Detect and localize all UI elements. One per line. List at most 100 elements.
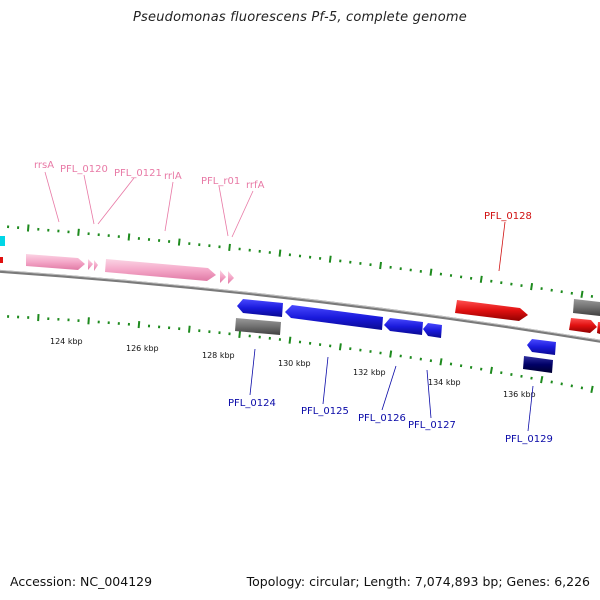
minor-tick: [278, 338, 282, 341]
label-PFL_0126[interactable]: PFL_0126: [358, 413, 406, 424]
minor-tick: [349, 347, 352, 351]
PFL_0127-feature[interactable]: [423, 323, 442, 338]
minor-tick: [57, 229, 60, 233]
minor-tick: [449, 362, 453, 366]
major-tick: [238, 330, 242, 338]
label-PFL_r01[interactable]: PFL_r01: [201, 176, 240, 187]
gray-feature-2[interactable]: [573, 299, 600, 316]
minor-tick: [6, 225, 10, 229]
rrlA-feature[interactable]: [105, 259, 216, 281]
major-tick: [338, 343, 342, 351]
label-PFL_0125[interactable]: PFL_0125: [301, 406, 349, 417]
minor-tick: [117, 322, 120, 325]
tick-label-124: 124 kbp: [50, 337, 83, 346]
major-tick: [127, 233, 131, 241]
label-PFL_0124[interactable]: PFL_0124: [228, 398, 276, 409]
gray-feature-1[interactable]: [235, 318, 281, 335]
label-rrsA[interactable]: rrsA: [34, 160, 54, 171]
tick-label-126: 126 kbp: [126, 344, 159, 353]
major-tick: [379, 261, 383, 270]
minor-tick: [178, 327, 181, 331]
major-tick: [177, 238, 181, 246]
minor-tick: [157, 239, 161, 242]
major-tick: [278, 249, 282, 257]
tick-label-128: 128 kbp: [202, 351, 235, 360]
label-PFL_0121[interactable]: PFL_0121: [114, 168, 162, 179]
minor-tick: [67, 230, 70, 234]
minor-tick: [288, 253, 292, 257]
major-tick: [77, 228, 80, 236]
PFL_0129-feature[interactable]: [527, 339, 556, 355]
rna-features: [26, 254, 234, 284]
PFL_0120-feature[interactable]: [88, 259, 93, 270]
major-tick: [288, 336, 292, 344]
minor-tick: [218, 245, 221, 249]
minor-tick: [137, 237, 141, 240]
label-PFL_0128[interactable]: PFL_0128: [484, 211, 532, 222]
pseudo-features: [235, 299, 600, 335]
minor-tick: [409, 268, 412, 272]
label-PFL_0127[interactable]: PFL_0127: [408, 420, 456, 431]
forward-cds-edge-feature-2[interactable]: [597, 322, 600, 334]
minor-tick: [198, 243, 201, 247]
label-rrlA[interactable]: rrlA: [164, 171, 182, 182]
minor-tick: [459, 364, 463, 368]
rrsA-feature[interactable]: [26, 254, 85, 270]
minor-tick: [298, 340, 302, 344]
rna-leader-lines: [44, 171, 254, 238]
minor-tick: [248, 248, 251, 252]
major-tick: [87, 317, 90, 325]
minor-tick: [268, 251, 271, 254]
major-tick: [590, 385, 594, 394]
PFL_0126-feature[interactable]: [384, 318, 423, 335]
minor-tick: [127, 322, 131, 326]
genome-backbone: [0, 269, 600, 343]
inner-tick-track: [7, 314, 594, 394]
rrfA-feature[interactable]: [228, 271, 234, 284]
minor-tick: [369, 263, 372, 267]
minor-tick: [268, 336, 271, 340]
major-tick: [479, 275, 483, 283]
minor-tick: [530, 376, 533, 380]
PFL_r01-feature[interactable]: [220, 270, 226, 283]
minor-tick: [510, 282, 513, 286]
minor-tick: [500, 281, 503, 285]
minor-tick: [339, 259, 342, 263]
PFL_0121-feature[interactable]: [94, 260, 98, 271]
minor-tick: [389, 265, 392, 269]
forward-cds-features: [455, 300, 600, 334]
minor-tick: [459, 275, 463, 279]
minor-tick: [318, 256, 322, 260]
PFL_0125-feature[interactable]: [285, 305, 383, 330]
minor-tick: [520, 284, 523, 288]
minor-tick: [419, 357, 422, 361]
major-tick: [389, 350, 393, 358]
forward-cds-edge-feature[interactable]: [569, 318, 597, 333]
topology-text: Topology: circular; Length: 7,074,893 bp…: [246, 574, 590, 589]
minor-tick: [47, 228, 50, 232]
leader-PFL_0128: [498, 221, 506, 272]
PFL_0128-feature[interactable]: [455, 300, 528, 321]
minor-tick: [520, 374, 523, 378]
minor-tick: [550, 288, 553, 292]
minor-tick: [580, 386, 584, 390]
dark-cds-feature[interactable]: [523, 356, 553, 373]
PFL_0124-feature[interactable]: [237, 299, 283, 317]
tick-label-134: 134 kbp: [428, 378, 461, 387]
tick-label-132: 132 kbp: [353, 368, 386, 377]
minor-tick: [359, 261, 362, 265]
major-tick: [26, 224, 30, 232]
minor-tick: [147, 238, 151, 241]
tick-label-130: 130 kbp: [278, 359, 311, 368]
label-PFL_0129[interactable]: PFL_0129: [505, 434, 553, 445]
label-rrfA[interactable]: rrfA: [246, 180, 265, 191]
minor-tick: [429, 359, 433, 363]
label-PFL_0120[interactable]: PFL_0120: [60, 164, 108, 175]
minor-tick: [399, 354, 402, 358]
minor-tick: [97, 320, 100, 324]
minor-tick: [97, 233, 100, 237]
minor-tick: [479, 367, 483, 371]
genome-backbone-highlight: [0, 269, 600, 341]
minor-tick: [7, 315, 10, 318]
